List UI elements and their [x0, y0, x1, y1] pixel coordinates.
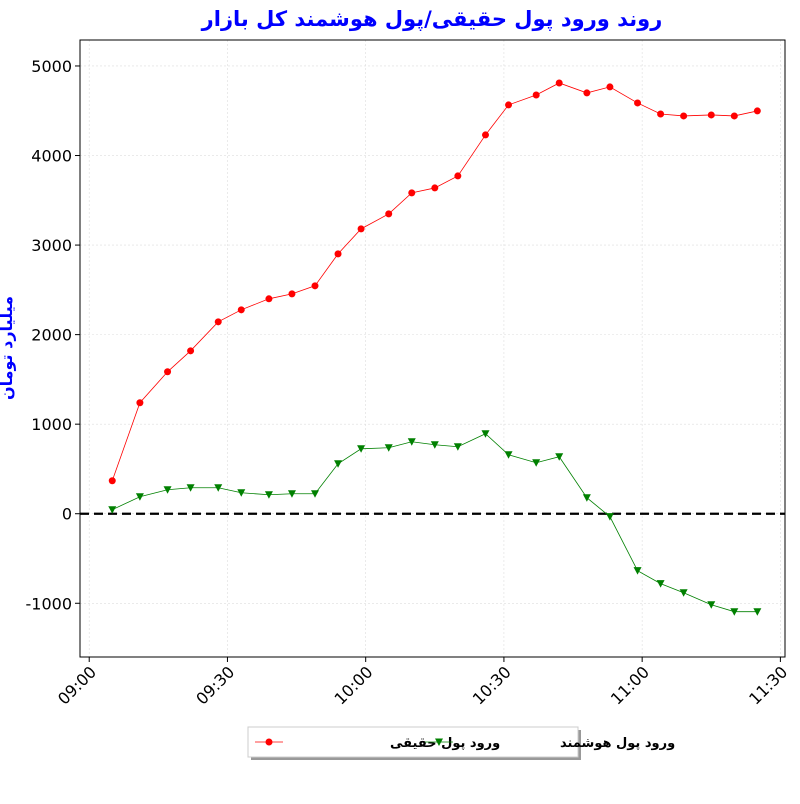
- point: [108, 506, 117, 514]
- x-tick-label: 09:30: [192, 662, 238, 708]
- point: [453, 443, 462, 451]
- point: [555, 79, 563, 87]
- point: [532, 91, 540, 99]
- y-tick-label: 3000: [31, 236, 72, 255]
- y-axis-label: میلیارد تومان: [0, 296, 16, 400]
- point: [454, 172, 462, 180]
- point: [385, 210, 393, 218]
- point: [408, 189, 416, 197]
- point: [407, 438, 416, 446]
- chart-title: روند ورود پول حقیقی/پول هوشمند کل بازار: [201, 7, 663, 31]
- point: [135, 493, 144, 501]
- point: [505, 101, 513, 109]
- x-tick-label: 11:00: [607, 662, 653, 708]
- point: [214, 484, 223, 492]
- point: [214, 318, 222, 326]
- legend-label: ورود پول هوشمند: [560, 736, 675, 751]
- x-tick-label: 11:30: [745, 662, 791, 708]
- point: [753, 107, 761, 115]
- point: [108, 477, 116, 485]
- x-tick-label: 10:30: [469, 662, 515, 708]
- legend-marker: [435, 738, 443, 746]
- series-line: [111, 82, 758, 481]
- x-tick-label: 10:00: [330, 662, 376, 708]
- point: [357, 445, 366, 453]
- point: [730, 608, 739, 616]
- y-tick-label: 2000: [31, 326, 72, 345]
- point: [707, 111, 715, 119]
- y-tick-label: 1000: [31, 415, 72, 434]
- point: [481, 131, 489, 139]
- point: [186, 484, 195, 492]
- legend-marker: [265, 738, 273, 746]
- point: [265, 295, 273, 303]
- point: [753, 608, 762, 616]
- point: [431, 184, 439, 192]
- point: [384, 444, 393, 452]
- point: [264, 491, 273, 499]
- point: [187, 347, 195, 355]
- point: [481, 430, 490, 438]
- point: [311, 282, 319, 290]
- point: [311, 490, 319, 498]
- point: [136, 399, 144, 407]
- point: [163, 486, 172, 494]
- point: [633, 567, 642, 575]
- x-tick-label: 09:00: [54, 662, 100, 708]
- point: [555, 453, 564, 461]
- legend-label: ورود پول حقیقی: [390, 736, 500, 751]
- point: [287, 490, 296, 498]
- point: [237, 306, 245, 314]
- y-tick-label: 4000: [31, 147, 72, 166]
- point: [532, 459, 541, 467]
- point: [606, 83, 614, 91]
- point: [707, 601, 716, 609]
- point: [582, 494, 591, 502]
- point: [634, 99, 642, 107]
- point: [605, 513, 614, 521]
- point: [334, 460, 343, 468]
- point: [237, 489, 246, 497]
- point: [164, 368, 172, 376]
- y-tick-label: 5000: [31, 57, 72, 76]
- point: [657, 110, 665, 118]
- plot-frame: [79, 39, 786, 658]
- point: [357, 225, 365, 233]
- point: [730, 112, 738, 120]
- y-tick-label: -1000: [26, 594, 73, 613]
- legend-box: [247, 726, 579, 758]
- point: [583, 89, 591, 97]
- point: [288, 290, 296, 298]
- y-tick-label: 0: [62, 505, 72, 524]
- point: [504, 451, 513, 459]
- point: [430, 441, 439, 449]
- point: [334, 250, 342, 258]
- point: [679, 589, 688, 597]
- point: [680, 112, 688, 120]
- point: [656, 580, 665, 588]
- legend: ورود پول حقیقی ورود پول هوشمند: [247, 726, 675, 760]
